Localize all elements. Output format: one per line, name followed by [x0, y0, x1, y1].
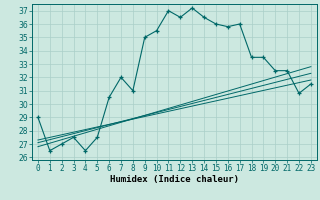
- X-axis label: Humidex (Indice chaleur): Humidex (Indice chaleur): [110, 175, 239, 184]
